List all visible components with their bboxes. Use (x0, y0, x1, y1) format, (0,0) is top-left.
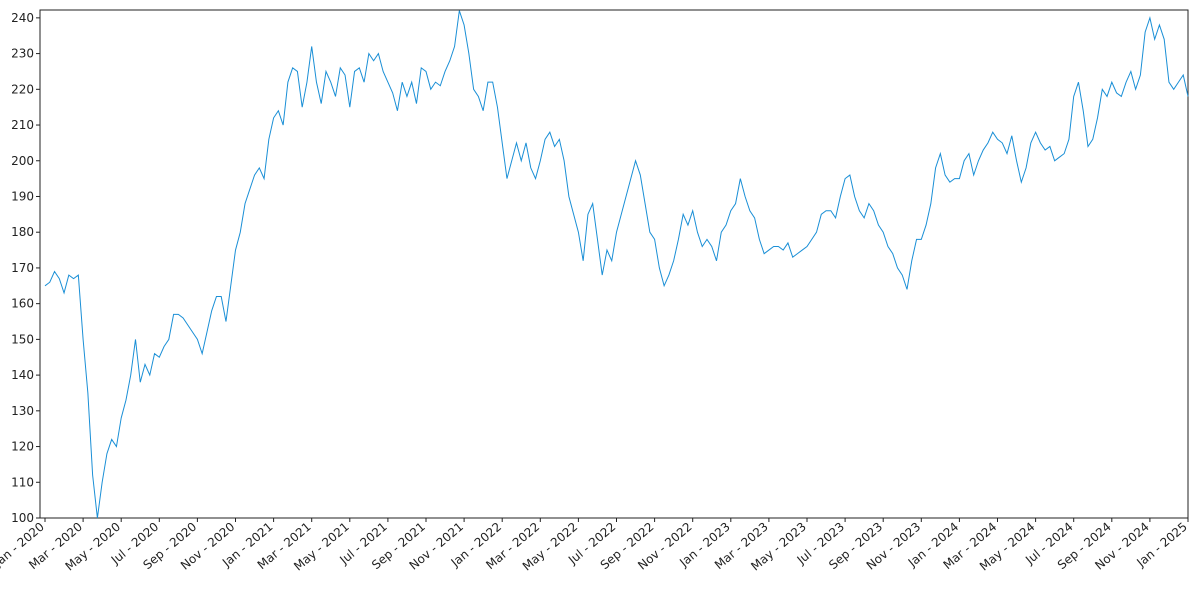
y-tick-label: 140 (11, 368, 34, 382)
y-tick-label: 220 (11, 82, 34, 96)
y-tick-label: 200 (11, 154, 34, 168)
y-tick-label: 110 (11, 475, 34, 489)
y-tick-label: 130 (11, 404, 34, 418)
y-tick-label: 240 (11, 11, 34, 25)
y-tick-label: 160 (11, 297, 34, 311)
price-line (44, 10, 1189, 519)
y-tick-label: 190 (11, 189, 34, 203)
y-tick-label: 210 (11, 118, 34, 132)
y-tick-label: 150 (11, 332, 34, 346)
y-tick-label: 170 (11, 261, 34, 275)
y-tick-label: 120 (11, 440, 34, 454)
plot-frame (39, 9, 1189, 519)
y-tick-label: 230 (11, 47, 34, 61)
y-tick-label: 180 (11, 225, 34, 239)
y-tick-label: 100 (11, 511, 34, 525)
